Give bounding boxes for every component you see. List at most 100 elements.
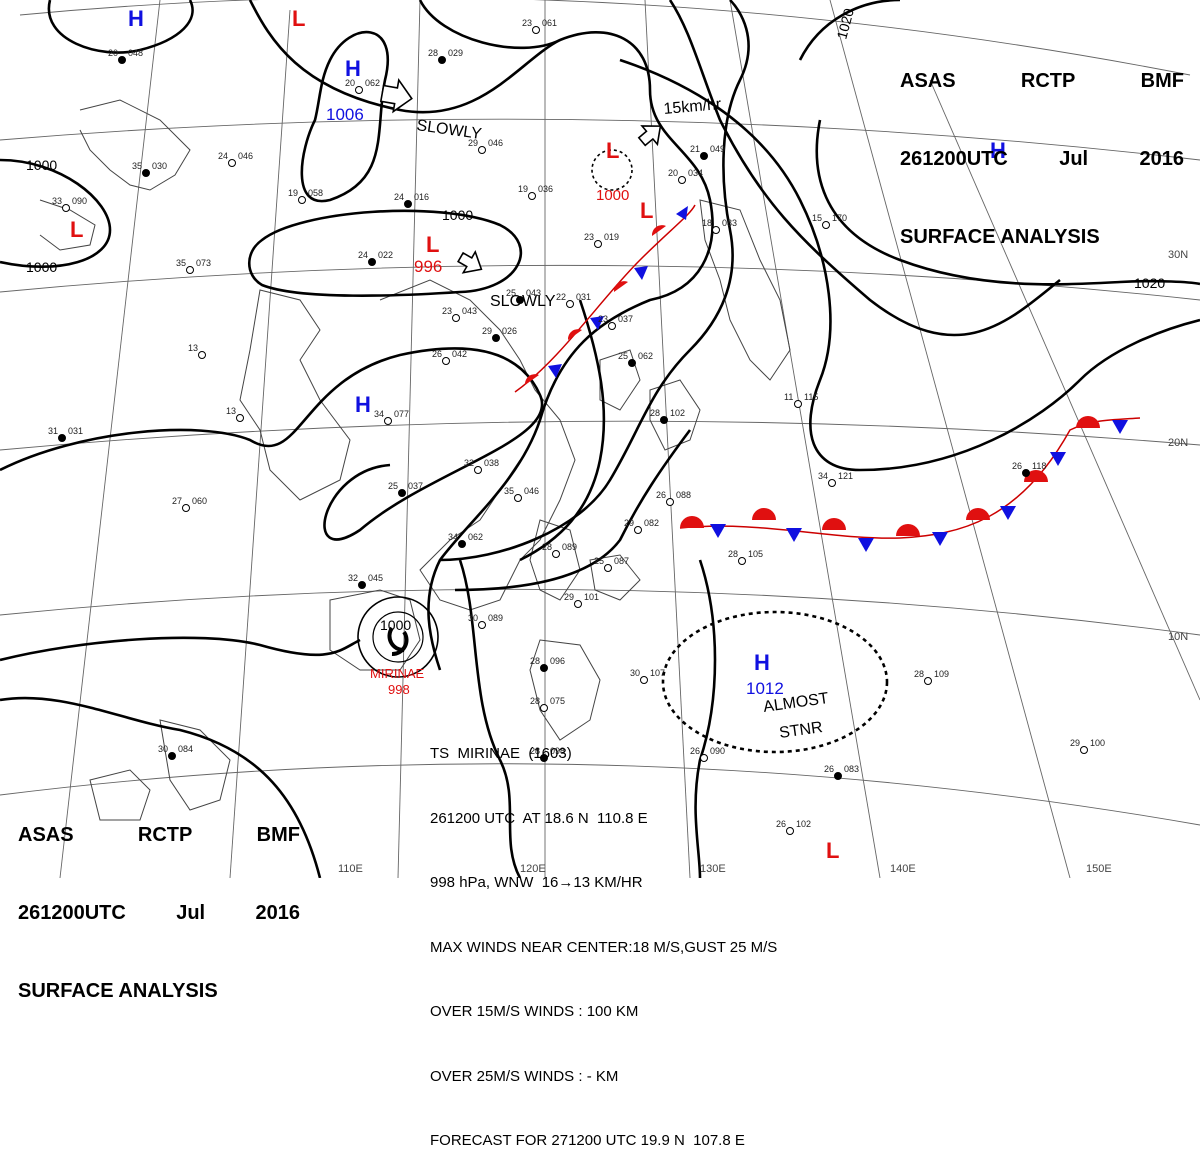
station-pressure: 019 [604,232,619,242]
storm-info-line: FORECAST FOR 271200 UTC 19.9 N 107.8 E [430,1132,745,1149]
low-center: L [606,138,619,163]
cloud-cover-icon [168,752,176,760]
station-temp: 13 [226,406,236,416]
station-temp: 23 [442,306,452,316]
chart-header-bottom: ASAS RCTP BMF 261200UTC Jul 2016 SURFACE… [18,770,300,1030]
station-plot: 29 082 [624,518,659,534]
storm-info-line: 261200 UTC AT 18.6 N 110.8 E [430,809,648,827]
station-pressure: 090 [710,746,725,756]
valid-month: Jul [176,902,206,924]
station-plot: 28 105 [728,549,763,565]
station-pressure: 115 [804,392,818,402]
low-center: L [292,6,305,31]
cloud-cover-icon [700,152,708,160]
cloud-cover-icon [540,704,548,712]
storm-info-line: 998 hPa, WNW 16→13 KM/HR [430,874,643,891]
station-temp: 29 [624,518,634,528]
storm-circles [357,149,889,754]
station-pressure: 049 [710,144,725,154]
low-pressure: 1000 [596,187,629,204]
cloud-cover-icon [478,621,486,629]
station-plot: 26 088 [656,490,691,506]
station-plot: 26 042 [432,349,467,365]
station-pressure: 087 [614,556,629,566]
cloud-cover-icon [438,56,446,64]
station-pressure: 038 [484,458,499,468]
station-plot: 19 036 [518,184,553,200]
storm-symbol [387,626,409,656]
station-plot: 20 062 [345,78,380,94]
high-pressure: 1012 [746,679,784,698]
station-temp: 24 [358,250,368,260]
cloud-cover-icon [738,557,746,565]
high-center: H [345,56,361,81]
station-plot: 28 089 [542,542,577,558]
movement-label: 15km/hr [663,96,723,118]
header-agency-row: ASAS RCTP BMF [18,822,300,848]
station-plot: 32 045 [348,573,383,589]
station-pressure: 030 [152,161,167,171]
low-center: L [826,838,839,863]
cloud-cover-icon [712,226,720,234]
station-plot: 24 022 [358,250,393,266]
isobar-label: 1000 [26,157,57,173]
station-temp: 26 [824,764,834,774]
station-pressure: 029 [448,48,463,58]
high-center: H [990,138,1006,163]
station-plot: 23 019 [584,232,619,248]
station-pressure: 089 [562,542,577,552]
coastlines [39,99,791,821]
cloud-cover-icon [514,494,522,502]
station-plot: 28 029 [428,48,463,64]
station-temp: 32 [348,573,358,583]
header-time-row: 261200UTC Jul 2016 [18,900,300,926]
front-pacific [679,416,1141,552]
station-plot: 30 089 [468,613,503,629]
station-plot: 30 084 [158,744,193,760]
cloud-cover-icon [678,176,686,184]
station-pressure: 088 [676,490,691,500]
cloud-cover-icon [404,200,412,208]
cloud-cover-icon [474,466,482,474]
station-pressure: 102 [796,819,811,829]
pressure-centers: H 1006 L 996 L 1000 H 1012 H H H L L L L [70,6,1006,863]
station-temp: 19 [518,184,528,194]
chart-header-top: ASAS RCTP BMF 261200UTC Jul 2016 SURFACE… [900,16,1184,276]
station-pressure: 046 [524,486,539,496]
valid-time: 261200UTC [900,148,1008,170]
cloud-cover-icon [182,504,190,512]
station-plot: 26 090 [690,746,725,762]
cloud-cover-icon [1080,746,1088,754]
station-temp: 25 [506,288,516,298]
station-plot: 22 031 [556,292,591,308]
cloud-cover-icon [118,56,126,64]
agency-code: ASAS [900,70,956,92]
station-plot: 23 043 [442,306,477,322]
station-temp: 25 [388,481,398,491]
cloud-cover-icon [298,196,306,204]
station-temp: 29 [1070,738,1080,748]
cloud-cover-icon [786,827,794,835]
station-temp: 29 [482,326,492,336]
high-center: H [128,6,144,31]
station-plot: 15 170 [812,213,847,229]
station-temp: 15 [812,213,822,223]
station-plot: 23 037 [598,314,633,330]
station-plot: 19 058 [288,188,323,204]
station-pressure: 118 [1032,461,1046,471]
cloud-cover-icon [492,334,500,342]
station-pressure: 089 [488,613,503,623]
cloud-cover-icon [604,564,612,572]
station-pressure: 102 [670,408,685,418]
station-plot: 26 118 [1012,461,1046,477]
lat-lon-grid [0,0,1200,878]
station-pressure: 084 [178,744,193,754]
lon-label: 110E [338,863,363,875]
station-temp: 35 [504,486,514,496]
station-temp: 28 [728,549,738,559]
station-pressure: 037 [408,481,423,491]
station-temp: 34 [448,532,458,542]
cloud-cover-icon [62,204,70,212]
station-plot: 26 102 [776,819,811,835]
valid-year: 2016 [255,902,301,924]
